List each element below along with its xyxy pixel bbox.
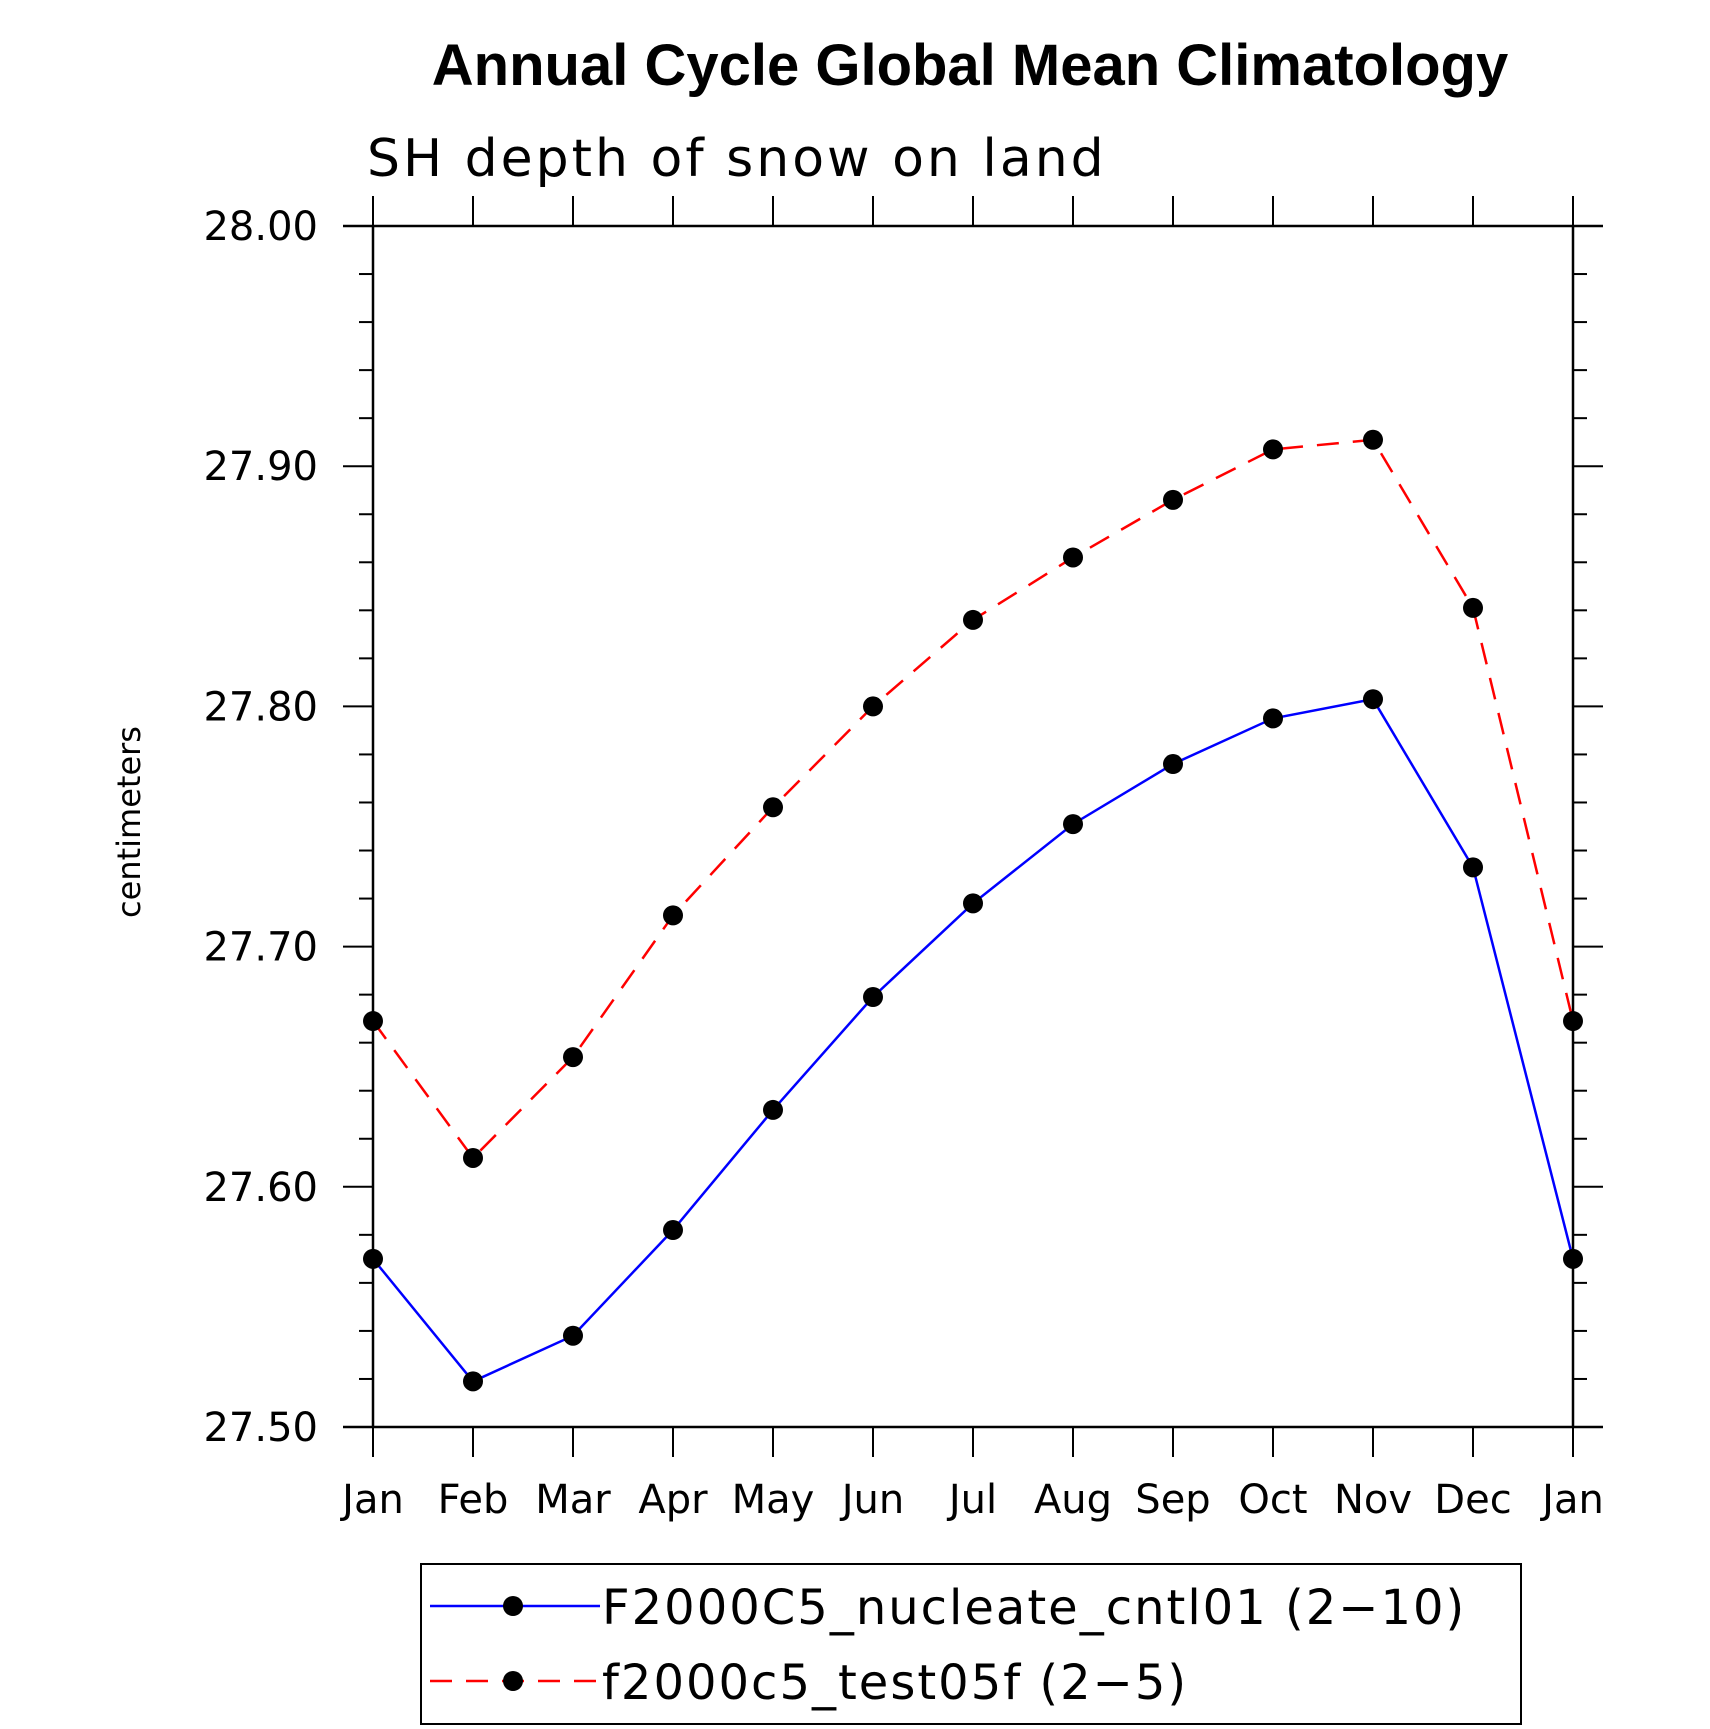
- y-tick-label: 27.90: [203, 444, 318, 490]
- data-point-series-1: [363, 1248, 383, 1269]
- legend: F2000C5_nucleate_cntl01 (2−10) f2000c5_t…: [420, 1563, 1522, 1725]
- x-tick-label: Sep: [1135, 1477, 1210, 1523]
- data-point-series-2: [463, 1147, 483, 1168]
- y-tick-label: 27.70: [203, 925, 318, 971]
- data-point-series-1: [1363, 689, 1383, 710]
- chart-subtitle: SH depth of snow on land: [367, 129, 1107, 189]
- data-point-series-1: [663, 1220, 683, 1241]
- data-point-series-2: [1463, 597, 1483, 618]
- plot-axes: [343, 224, 1603, 1429]
- x-tick-label: May: [732, 1477, 815, 1523]
- series-line-1: [372, 697, 1575, 1383]
- data-point-series-2: [1363, 429, 1383, 450]
- x-tick-label: Feb: [438, 1477, 509, 1523]
- data-point-series-1: [1163, 754, 1183, 775]
- data-point-series-1: [1263, 708, 1283, 729]
- data-point-series-1: [563, 1325, 583, 1346]
- x-tick-label: Mar: [535, 1477, 611, 1523]
- legend-label-series-2: f2000c5_test05f (2−5): [602, 1655, 1188, 1711]
- data-point-series-1: [863, 987, 883, 1008]
- x-tick-label: Dec: [1434, 1477, 1511, 1523]
- series-line-2: [371, 438, 1575, 1160]
- data-point-series-2: [1563, 1011, 1583, 1032]
- data-point-series-2: [963, 609, 983, 630]
- x-tick-label: Jan: [1539, 1477, 1604, 1523]
- series-layer: [363, 429, 1583, 1392]
- y-tick-label: 28.00: [203, 204, 318, 250]
- data-point-series-1: [1463, 857, 1483, 878]
- y-tick-label: 27.50: [203, 1405, 318, 1451]
- data-point-series-2: [1063, 547, 1083, 568]
- legend-label-series-1: F2000C5_nucleate_cntl01 (2−10): [602, 1580, 1466, 1636]
- y-tick-label: 27.80: [203, 684, 318, 730]
- data-point-series-2: [1263, 439, 1283, 460]
- x-tick-label: Jun: [839, 1477, 905, 1523]
- x-tick-label: Aug: [1034, 1477, 1112, 1523]
- x-axis-ticks: Jan Feb Mar Apr May Jun Jul Aug Sep Oct Nov Dec Jan: [339, 196, 1604, 1523]
- legend-box: [420, 1563, 1522, 1725]
- legend-marker-series-2: [503, 1671, 523, 1691]
- data-point-series-2: [563, 1047, 583, 1068]
- data-point-series-2: [763, 797, 783, 818]
- y-axis-label: centimeters: [110, 726, 148, 918]
- x-tick-label: Nov: [1334, 1477, 1412, 1523]
- x-tick-label: Oct: [1238, 1477, 1307, 1523]
- data-point-series-2: [1163, 489, 1183, 510]
- data-point-series-2: [863, 696, 883, 717]
- data-point-series-1: [963, 893, 983, 914]
- data-point-series-2: [363, 1011, 383, 1032]
- legend-marker-series-1: [503, 1596, 523, 1616]
- data-point-series-1: [1563, 1248, 1583, 1269]
- x-tick-label: Jul: [946, 1477, 997, 1523]
- data-point-series-1: [1063, 814, 1083, 835]
- x-tick-label: Apr: [638, 1477, 708, 1523]
- data-point-series-1: [763, 1099, 783, 1120]
- data-point-series-2: [663, 905, 683, 926]
- x-tick-label: Jan: [339, 1477, 404, 1523]
- y-tick-label: 27.60: [203, 1165, 318, 1211]
- data-point-series-1: [463, 1371, 483, 1392]
- y-axis-ticks: 27.50 27.60 27.70 27.80 27.90 28.00: [203, 204, 1603, 1451]
- chart-title: Annual Cycle Global Mean Climatology: [432, 33, 1508, 98]
